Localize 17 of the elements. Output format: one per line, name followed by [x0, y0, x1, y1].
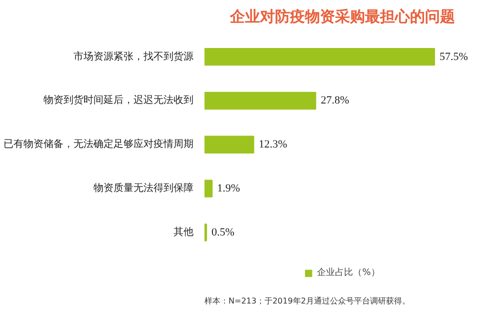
data-label: 12.3% — [258, 138, 288, 151]
bar — [204, 92, 316, 110]
y-tick-label: 已有物资储备，无法确定足够应对疫情周期 — [4, 138, 194, 150]
data-label: 0.5% — [212, 226, 234, 238]
y-tick-label: 物资质量无法得到保障 — [94, 182, 194, 194]
bar — [204, 48, 435, 66]
y-tick-label: 市场资源紧张，找不到货源 — [74, 50, 194, 62]
y-tick-label: 物资到货时间延后，迟迟无法收到 — [44, 94, 194, 106]
legend-label: 企业占比（%） — [317, 266, 380, 279]
data-label: 57.5% — [440, 50, 468, 63]
y-tick-label: 其他 — [174, 226, 194, 238]
bar — [204, 136, 254, 154]
data-label: 27.8% — [320, 94, 350, 107]
chart-title: 企业对防疫物资采购最担心的问题 — [229, 8, 455, 26]
text: 样本：N=213；于2019年2月通过公众号平台调研获得。 — [204, 296, 410, 306]
bar — [204, 180, 213, 198]
data-label: 1.9% — [217, 182, 240, 195]
